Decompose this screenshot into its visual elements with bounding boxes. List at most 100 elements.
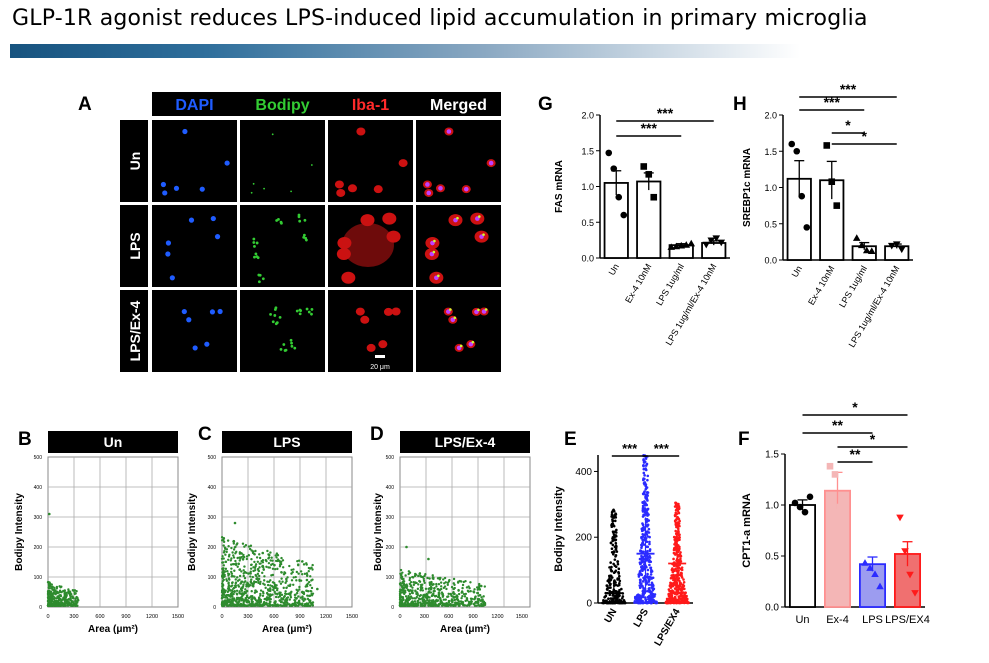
scatter-point xyxy=(230,563,233,566)
scatter-point xyxy=(256,572,260,576)
scatter-point xyxy=(221,595,224,599)
scatter-point xyxy=(310,602,314,606)
scatter-point xyxy=(257,581,260,585)
scatter-point xyxy=(461,594,464,598)
scatter-point xyxy=(74,599,77,602)
cell-point xyxy=(640,599,644,603)
nucleus xyxy=(186,317,192,323)
scatter-point xyxy=(426,576,429,580)
scatter-point xyxy=(64,593,68,596)
nucleus xyxy=(210,215,216,222)
cell-point xyxy=(683,596,687,600)
scatter-point xyxy=(307,580,311,584)
data-point xyxy=(911,590,919,597)
lipid-droplet xyxy=(299,309,303,312)
scatter-point xyxy=(59,594,62,597)
lipid-droplet xyxy=(279,348,283,351)
scatter-point xyxy=(232,540,235,543)
x-tick-label: 1200 xyxy=(491,614,503,620)
scatter-point xyxy=(296,563,300,566)
scatter-point xyxy=(263,579,266,582)
cell-point xyxy=(611,543,615,547)
nucleus xyxy=(165,251,171,257)
scatter-point xyxy=(302,591,305,595)
scatter-point xyxy=(272,604,276,607)
cell-point xyxy=(677,502,680,506)
micrograph-tile xyxy=(240,290,325,372)
scatter-point xyxy=(48,512,51,516)
scatter-point xyxy=(221,584,225,587)
scatter-point xyxy=(231,595,234,598)
merged-nucleus xyxy=(425,182,430,187)
lipid-droplet xyxy=(290,190,293,193)
scatter-point xyxy=(256,599,259,602)
scatter-point xyxy=(241,542,245,545)
scatter-point xyxy=(447,592,450,595)
scatter-point xyxy=(226,587,230,590)
merged-nucleus xyxy=(488,160,494,166)
significance-label: *** xyxy=(840,81,857,97)
cell-point xyxy=(643,477,646,481)
scatter-point xyxy=(305,589,308,592)
scatter-point xyxy=(249,575,252,578)
significance-label: * xyxy=(845,117,851,133)
scatter-point xyxy=(227,545,230,548)
cell-point xyxy=(633,601,636,604)
lipid-droplet xyxy=(283,349,287,352)
scatter-point xyxy=(274,586,278,590)
scatter-point xyxy=(410,590,414,593)
scatter-point xyxy=(232,548,236,551)
data-point xyxy=(707,237,716,245)
data-point xyxy=(645,171,653,178)
bar-chart-f: F 0.0 0.5 1.0 1.5 CPT1-a mRNA Un Ex-4 LPS LPS/EX4… xyxy=(738,399,930,626)
cell-point xyxy=(670,574,674,577)
scatter-point xyxy=(273,590,276,594)
scatter-point xyxy=(448,603,452,607)
cell-point xyxy=(608,579,612,582)
significance-label: *** xyxy=(654,441,670,456)
scatter-point xyxy=(221,555,224,558)
y-tick-label: 500 xyxy=(34,455,43,461)
scatter-point xyxy=(278,591,281,594)
cell-point xyxy=(618,574,621,578)
scatter-point xyxy=(311,592,315,595)
micrograph-tile xyxy=(240,205,325,287)
scatter-point xyxy=(47,600,50,603)
y-tick-label: 0 xyxy=(391,605,394,611)
scatter-point xyxy=(222,588,226,591)
scatter-point xyxy=(435,585,438,588)
cell-point xyxy=(647,527,651,531)
scatter-point xyxy=(402,582,406,586)
scatter-point xyxy=(408,590,411,593)
data-point xyxy=(906,571,914,579)
lipid-droplet xyxy=(310,164,313,166)
scatter-point xyxy=(242,569,245,572)
scatter-point xyxy=(432,604,436,607)
lipid-droplet xyxy=(290,341,293,345)
cell-point xyxy=(671,570,675,574)
cell-point xyxy=(641,541,645,545)
scatter-point xyxy=(251,575,255,579)
merged-lipid xyxy=(456,216,459,220)
x-tick-label: 1200 xyxy=(146,614,158,620)
scatter-point xyxy=(311,568,314,571)
scatter-point xyxy=(52,595,55,598)
cell-point xyxy=(647,580,650,583)
scatter-point xyxy=(244,544,248,547)
scatter-point xyxy=(221,590,224,593)
x-tick-label: LPS 1ug/ml xyxy=(837,264,869,309)
scatter-point xyxy=(307,602,310,605)
scatter-point xyxy=(413,581,417,584)
scatter-point xyxy=(284,592,287,595)
panel-letter: B xyxy=(18,429,32,450)
scatter-point xyxy=(64,604,67,607)
scatter-point xyxy=(278,599,282,602)
x-tick-label: 0 xyxy=(398,614,401,620)
cell-point xyxy=(680,574,683,578)
scatter-point xyxy=(242,592,246,596)
scatter-point xyxy=(67,588,70,591)
scatter-point xyxy=(242,574,245,578)
scatter-point xyxy=(261,565,264,568)
nucleus xyxy=(209,309,216,315)
panel-e: E 0 200 400 Bodipy Intensity UN LPS LPS/EX4 *** *… xyxy=(553,429,693,648)
